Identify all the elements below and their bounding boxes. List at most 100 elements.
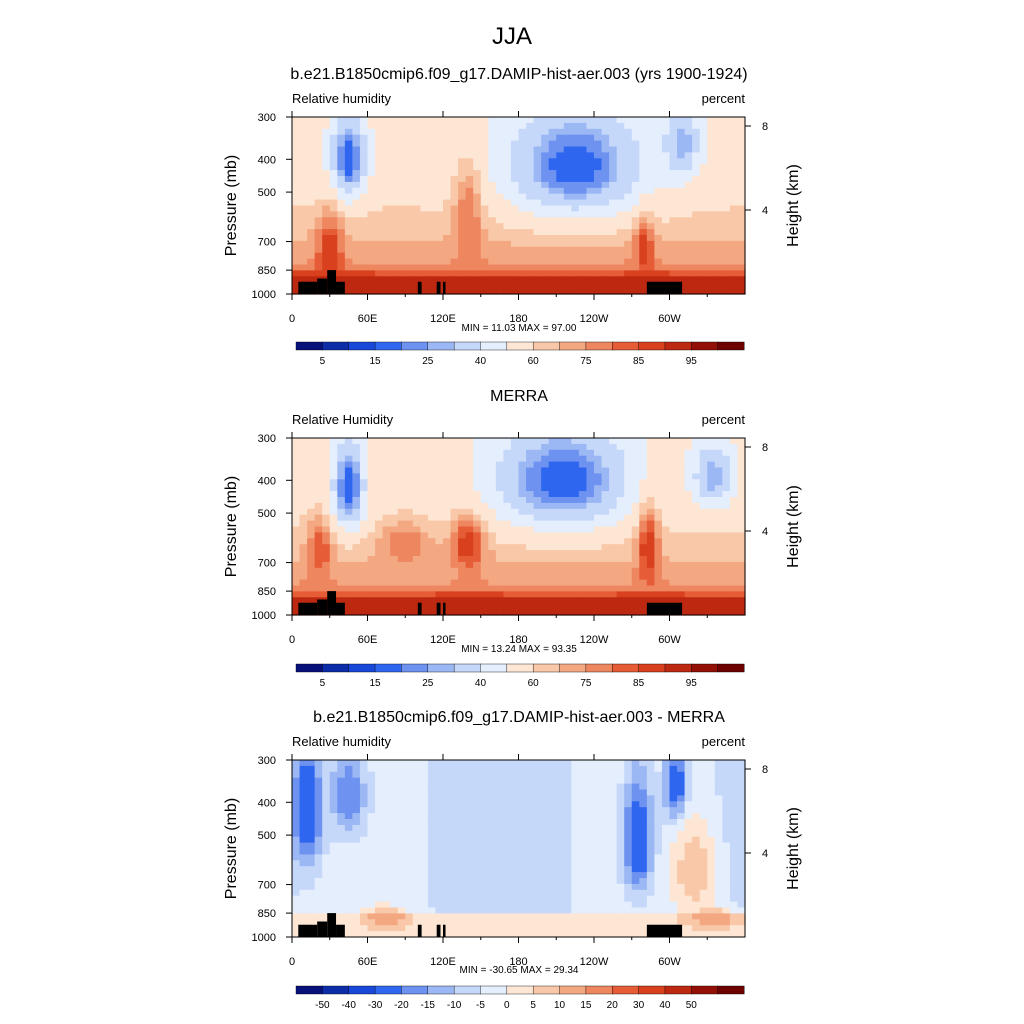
contour-cell <box>412 609 421 616</box>
contour-cell <box>322 514 331 522</box>
contour-cell <box>601 158 610 165</box>
contour-cell <box>405 777 414 785</box>
contour-cell <box>344 878 353 885</box>
contour-cell <box>314 187 323 195</box>
contour-cell <box>435 205 444 212</box>
contour-cell <box>367 152 376 159</box>
contour-cell <box>578 502 588 510</box>
contour-cell <box>458 771 467 779</box>
contour-cell <box>495 824 504 832</box>
contour-cell <box>556 556 565 563</box>
contour-cell <box>375 146 384 153</box>
contour-cell <box>510 449 520 457</box>
contour-cell <box>359 597 369 604</box>
contour-cell <box>458 830 467 838</box>
contour-cell <box>722 801 731 808</box>
contour-cell <box>420 181 429 189</box>
contour-cell <box>729 176 739 183</box>
contour-cell <box>533 205 542 212</box>
contour-cell <box>737 491 746 498</box>
contour-cell <box>352 603 361 610</box>
contour-cell <box>737 140 746 148</box>
contour-cell <box>556 777 565 785</box>
contour-cell <box>382 282 391 289</box>
contour-cell <box>646 223 655 230</box>
contour-cell <box>473 836 482 844</box>
contour-cell <box>661 449 671 457</box>
contour-cell <box>412 205 421 212</box>
contour-cell <box>594 176 603 183</box>
contour-cell <box>510 597 520 604</box>
contour-cell <box>337 164 346 171</box>
contour-cell <box>465 270 474 277</box>
contour-cell <box>646 449 655 457</box>
contour-cell <box>556 176 565 183</box>
contour-cell <box>654 526 663 533</box>
contour-cell <box>420 164 429 171</box>
contour-cell <box>526 520 535 528</box>
contour-cell <box>337 854 346 861</box>
contour-cell <box>526 591 535 598</box>
contour-cell <box>382 765 391 773</box>
contour-cell <box>684 270 693 277</box>
contour-cell <box>307 152 316 159</box>
contour-cell <box>337 246 346 254</box>
contour-cell <box>435 223 444 230</box>
contour-cell <box>382 158 391 165</box>
contour-cell <box>480 246 489 254</box>
contour-cell <box>382 246 391 254</box>
contour-cell <box>646 854 655 861</box>
contour-cell <box>722 264 731 271</box>
contour-cell <box>412 170 421 177</box>
contour-cell <box>586 848 595 855</box>
contour-cell <box>556 526 565 533</box>
contour-cell <box>314 199 323 207</box>
contour-cell <box>624 550 633 557</box>
contour-cell <box>518 854 527 861</box>
contour-cell <box>503 205 512 212</box>
contour-cell <box>639 819 648 826</box>
contour-cell <box>375 235 384 242</box>
contour-cell <box>548 567 557 575</box>
contour-cell <box>699 252 708 260</box>
contour-cell <box>586 561 595 569</box>
contour-cell <box>480 502 489 510</box>
contour-cell <box>420 848 429 855</box>
contour-cell <box>646 146 655 153</box>
contour-cell <box>427 246 437 254</box>
y-tick-label: 700 <box>258 558 276 570</box>
contour-cell <box>722 526 731 533</box>
contour-cell <box>563 502 572 510</box>
contour-cell <box>737 813 746 820</box>
contour-cell <box>699 473 708 480</box>
contour-cell <box>292 235 301 242</box>
contour-cell <box>314 526 323 533</box>
contour-cell <box>503 467 512 474</box>
contour-cell <box>427 473 437 480</box>
contour-cell <box>495 579 504 587</box>
contour-cell <box>586 211 595 218</box>
contour-cell <box>601 526 610 533</box>
contour-cell <box>661 567 671 575</box>
contour-cell <box>563 585 572 592</box>
colorbar-swatch <box>691 341 719 351</box>
contour-cell <box>526 544 535 551</box>
contour-cell <box>639 199 648 207</box>
contour-cell <box>669 211 678 218</box>
contour-cell <box>488 240 497 248</box>
contour-cell <box>654 211 663 218</box>
contour-cell <box>578 872 588 879</box>
contour-cell <box>548 597 557 604</box>
contour-cell <box>548 497 557 504</box>
contour-cell <box>639 561 648 569</box>
contour-cell <box>495 223 504 230</box>
contour-cell <box>541 258 550 266</box>
contour-cell <box>337 455 346 463</box>
contour-cell <box>344 193 353 201</box>
contour-cell <box>669 485 678 492</box>
contour-cell <box>594 276 603 283</box>
contour-cell <box>488 795 497 802</box>
contour-cell <box>292 550 301 557</box>
contour-cell <box>314 520 323 528</box>
contour-cell <box>729 211 739 218</box>
